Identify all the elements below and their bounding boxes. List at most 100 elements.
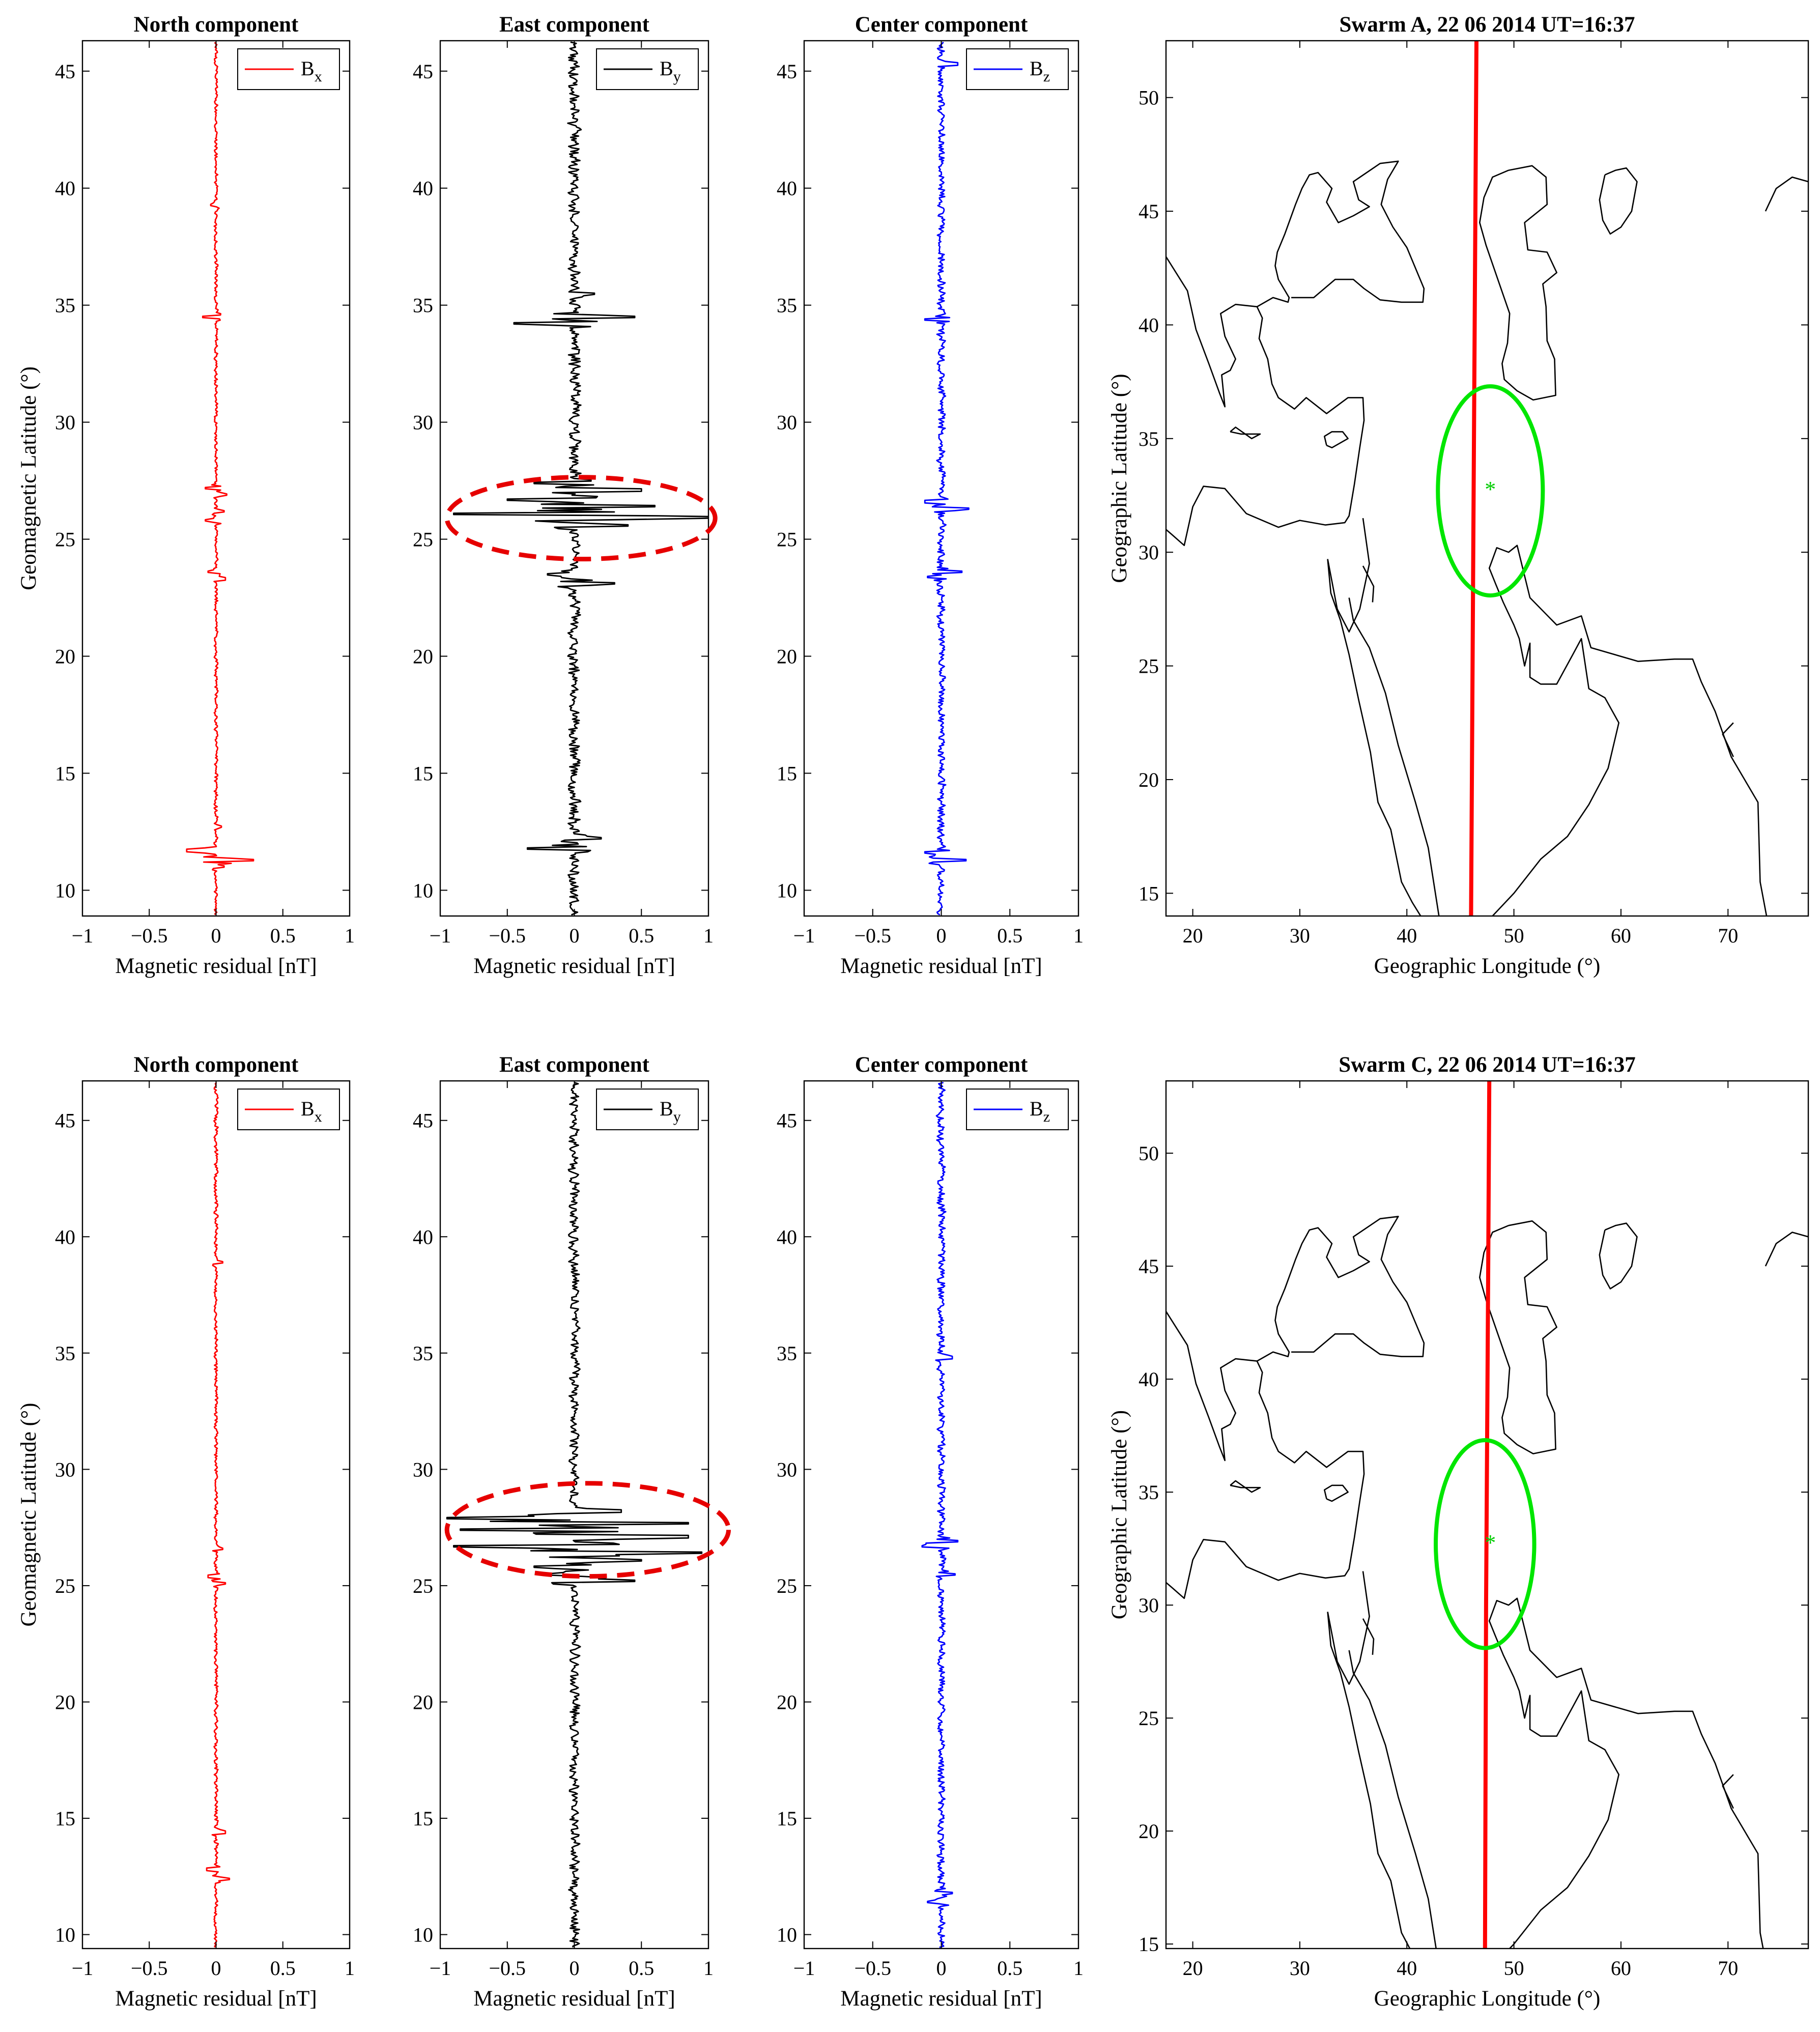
y-tick-label: 15 [413, 762, 433, 785]
x-tick-label: 20 [1183, 924, 1203, 947]
legend-label-base: B [1030, 57, 1043, 80]
legend-label: Bz [1030, 1097, 1050, 1125]
coastline-12 [1765, 1232, 1808, 1267]
axes-box [1165, 1080, 1809, 1950]
legend: Bx [237, 48, 340, 90]
legend: Bz [966, 1089, 1069, 1130]
legend-label-base: B [301, 1097, 315, 1120]
epicenter-radius-circle [1436, 384, 1545, 598]
y-tick-label: 45 [1139, 200, 1159, 223]
y-tick-label: 35 [55, 294, 75, 317]
coastline-5 [1230, 426, 1261, 440]
legend-label-base: B [660, 1097, 673, 1120]
y-tick-label: 35 [55, 1342, 75, 1365]
plot-area [921, 1081, 959, 1949]
y-tick-label: 30 [55, 1458, 75, 1481]
y-tick-label: 35 [413, 1342, 433, 1365]
coastline-9 [1348, 1650, 1437, 1949]
y-tick-label: 20 [413, 645, 433, 668]
x-tick-label: 0.5 [270, 924, 296, 947]
y-tick-label: 25 [1139, 655, 1159, 678]
y-tick-label: 45 [1139, 1255, 1159, 1278]
y-tick-label: 10 [55, 879, 75, 902]
x-tick-label: 0 [936, 1957, 947, 1980]
x-axis-label: Magnetic residual [nT] [473, 1987, 675, 2011]
y-tick-label: 20 [777, 645, 797, 668]
y-tick-label: 30 [777, 411, 797, 434]
x-tick-label: −1 [430, 924, 451, 947]
series-line-Bz [921, 1081, 959, 1949]
x-tick-label: 70 [1718, 924, 1738, 947]
legend-label: Bx [301, 1097, 322, 1125]
legend: Bx [237, 1089, 340, 1130]
x-tick-label: −0.5 [854, 924, 891, 947]
coastline-3 [1599, 167, 1638, 235]
satellite-track [1469, 41, 1478, 916]
y-tick-label: 30 [1139, 541, 1159, 564]
coastline-8 [1327, 559, 1421, 916]
plot-area [453, 41, 708, 916]
legend-label: By [660, 57, 681, 85]
x-tick-label: 0 [570, 924, 580, 947]
y-tick-label: 35 [777, 294, 797, 317]
y-tick-label: 25 [413, 1575, 433, 1597]
anomaly-highlight-ellipse [444, 475, 718, 562]
y-tick-label: 25 [413, 528, 433, 551]
y-tick-label: 15 [55, 1807, 75, 1830]
y-tick-label: 30 [777, 1458, 797, 1481]
y-tick-label: 30 [1139, 1594, 1159, 1617]
y-tick-label: 10 [413, 879, 433, 902]
y-tick-label: 20 [55, 645, 75, 668]
x-tick-label: −1 [72, 924, 94, 947]
y-tick-label: 25 [777, 1575, 797, 1597]
residual-panel-0: Bx −1 −0.5 0 0.5 1 10 15 20 25 30 35 40 45 North compo… [17, 13, 355, 978]
coastline-12 [1765, 176, 1808, 212]
y-tick-label: 40 [777, 177, 797, 200]
legend-label-subscript: z [1043, 68, 1050, 85]
legend-label-subscript: z [1043, 1108, 1050, 1125]
coastline-11 [1722, 722, 1734, 757]
legend: By [596, 1089, 699, 1130]
y-tick-label: 20 [55, 1691, 75, 1713]
x-tick-label: −1 [793, 924, 815, 947]
satellite-track [1483, 1081, 1492, 1949]
y-tick-label: 10 [413, 1924, 433, 1947]
y-tick-label: 35 [777, 1342, 797, 1365]
x-tick-label: 0 [936, 924, 947, 947]
epicenter-radius-circle [1434, 1438, 1537, 1650]
axes-box [1165, 40, 1809, 917]
x-tick-label: 30 [1290, 1957, 1310, 1980]
y-tick-label: 40 [1139, 313, 1159, 336]
anomaly-highlight-ellipse [444, 1481, 731, 1579]
y-tick-label: 15 [777, 762, 797, 785]
legend-label: Bx [301, 57, 322, 85]
panel-title: East component [499, 13, 650, 37]
y-tick-label: 20 [777, 1691, 797, 1713]
x-tick-label: 70 [1718, 1957, 1738, 1980]
series-line-Bx [186, 42, 254, 915]
y-tick-label: 25 [55, 528, 75, 551]
panel-title: Center component [855, 13, 1028, 37]
y-tick-label: 40 [55, 1225, 75, 1248]
legend-label-subscript: x [315, 1108, 322, 1125]
x-tick-label: 60 [1611, 1957, 1631, 1980]
legend-label-subscript: y [673, 68, 681, 85]
coastline-2 [1479, 1220, 1557, 1454]
coastline-2 [1479, 165, 1557, 401]
y-tick-label: 15 [1139, 1933, 1159, 1956]
coastline-4 [1324, 1484, 1349, 1502]
y-tick-label: 10 [55, 1924, 75, 1947]
coastline-9 [1348, 597, 1440, 916]
legend: Bz [966, 48, 1069, 90]
x-tick-label: 1 [703, 1957, 714, 1980]
legend-label-subscript: y [673, 1108, 681, 1125]
x-tick-label: −1 [430, 1957, 451, 1980]
x-tick-label: 0.5 [629, 1957, 654, 1980]
x-tick-label: 0.5 [997, 1957, 1022, 1980]
panel-title: Swarm A, 22 06 2014 UT=16:37 [1339, 13, 1635, 37]
x-axis-label: Magnetic residual [nT] [115, 1987, 317, 2011]
x-tick-label: 50 [1504, 924, 1524, 947]
y-axis-label: Geographic Latitude (°) [1107, 374, 1131, 583]
y-tick-label: 35 [1139, 1481, 1159, 1504]
